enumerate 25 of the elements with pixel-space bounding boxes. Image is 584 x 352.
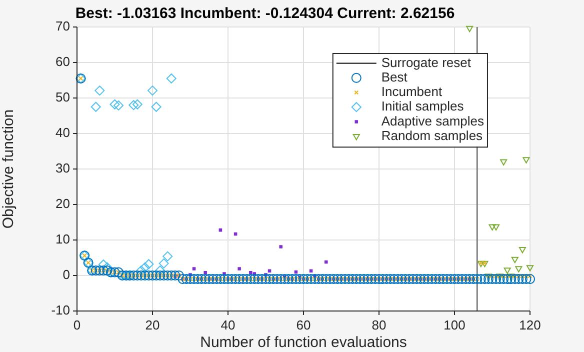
x-axis-title: Number of function evaluations — [200, 334, 407, 352]
x-tick-label: 20 — [145, 317, 160, 332]
y-tick-label: 50 — [56, 90, 70, 105]
x-tick-label: 40 — [220, 317, 236, 332]
x-tick-label: 80 — [372, 317, 386, 332]
y-tick-label: 20 — [56, 196, 70, 212]
ref-line-label: Surrogate reset — [381, 54, 472, 70]
chart-title: Best: -1.03163 Incumbent: -0.124304 Current: 2.62156 — [75, 5, 455, 22]
y-tick-label: 70 — [56, 18, 70, 34]
y-tick-label: 60 — [56, 54, 70, 70]
legend-label: Initial samples — [381, 98, 464, 114]
y-tick-label: 30 — [56, 160, 70, 176]
legend-label: Adaptive samples — [381, 113, 484, 128]
x-tick-label: 100 — [444, 317, 466, 332]
legend-label: Random samples — [381, 128, 484, 143]
legend-label: Best — [381, 69, 408, 84]
x-tick-label: 120 — [519, 317, 541, 332]
y-tick-label: 10 — [56, 232, 70, 247]
y-tick-label: -10 — [51, 302, 70, 318]
y-tick-label: 40 — [56, 125, 70, 140]
legend-label: Incumbent — [381, 84, 442, 100]
x-tick-label: 60 — [296, 317, 311, 332]
y-axis-title: Objective function — [0, 109, 18, 229]
x-tick-label: 0 — [73, 317, 81, 332]
y-tick-label: 0 — [62, 267, 70, 282]
